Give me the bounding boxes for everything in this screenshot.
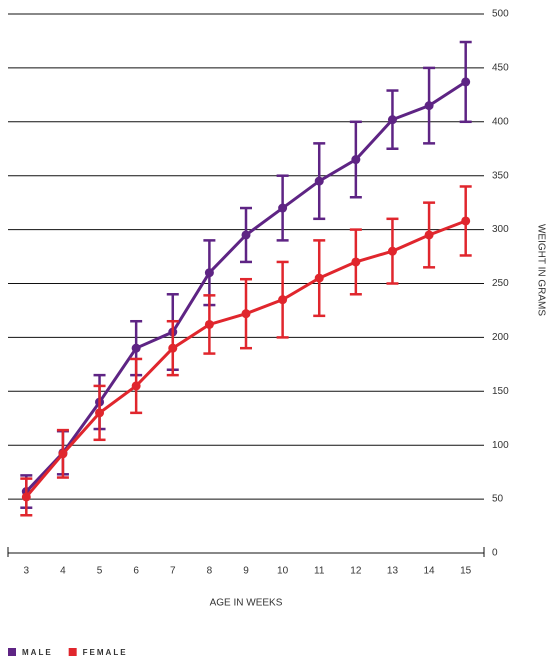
point [241,230,251,240]
x-tick-label: 4 [60,566,66,577]
point [351,155,361,165]
point [424,101,434,111]
point [168,343,178,353]
point [204,319,214,329]
y-tick-label: 100 [492,440,509,451]
point [424,230,434,240]
y-tick-label: 300 [492,224,509,235]
legend-label: FEMALE [83,648,128,657]
y-tick-label: 150 [492,386,509,397]
point [21,492,31,502]
y-axis-label: WEIGHT IN GRAMS [535,224,546,316]
x-tick-label: 15 [460,566,472,577]
y-tick-label: 50 [492,494,504,505]
x-axis-label: AGE IN WEEKS [210,598,283,609]
legend-label: MALE [22,648,53,657]
point [461,77,471,87]
x-tick-label: 5 [97,566,103,577]
x-tick-label: 14 [424,566,436,577]
x-tick-label: 10 [277,566,289,577]
x-tick-label: 3 [24,566,30,577]
point [241,309,251,319]
y-tick-label: 350 [492,170,509,181]
point [131,343,141,353]
legend-swatch [8,648,16,656]
x-tick-label: 8 [207,566,213,577]
y-tick-label: 250 [492,278,509,289]
point [131,381,141,391]
x-tick-label: 6 [133,566,139,577]
x-tick-label: 7 [170,566,176,577]
point [387,115,397,125]
y-tick-label: 450 [492,63,509,74]
point [204,268,214,278]
x-tick-label: 9 [243,566,249,577]
legend-swatch [68,648,77,656]
y-tick-label: 200 [492,332,509,343]
point [95,408,105,418]
series [20,40,472,509]
point [387,246,397,256]
x-tick-label: 12 [350,566,362,577]
point [461,216,471,226]
x-tick-label: 13 [387,566,399,577]
point [314,273,324,283]
y-tick-label: 0 [492,548,498,559]
y-tick-label: 400 [492,116,509,127]
point [314,176,324,186]
point [58,449,68,459]
series [20,185,472,517]
point [278,295,288,305]
x-tick-label: 11 [314,566,325,577]
point [351,257,361,267]
point [278,203,288,213]
y-tick-label: 500 [492,9,509,20]
